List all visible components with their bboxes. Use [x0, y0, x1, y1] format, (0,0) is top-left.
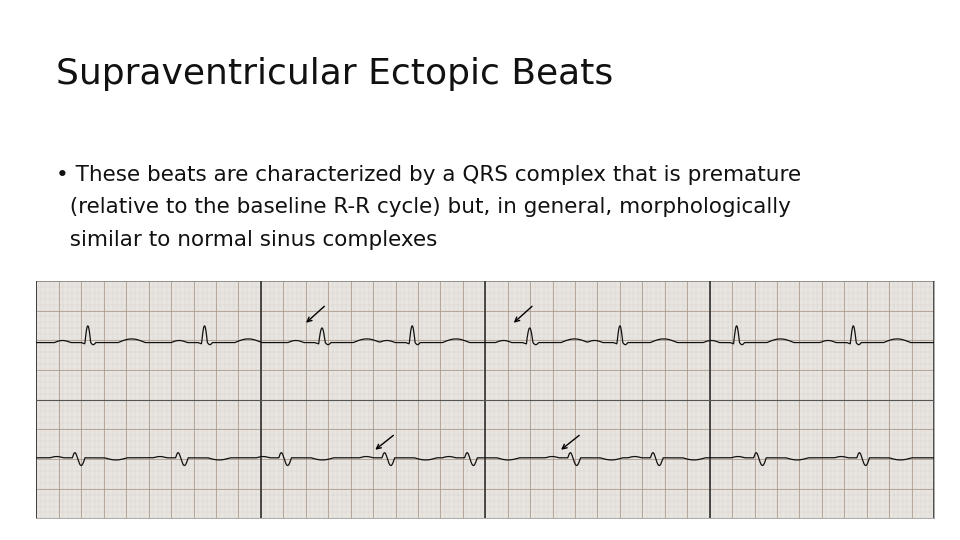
Text: Supraventricular Ectopic Beats: Supraventricular Ectopic Beats	[56, 57, 612, 91]
Text: • These beats are characterized by a QRS complex that is premature: • These beats are characterized by a QRS…	[56, 165, 801, 185]
Text: similar to normal sinus complexes: similar to normal sinus complexes	[56, 230, 437, 249]
Text: (relative to the baseline R-R cycle) but, in general, morphologically: (relative to the baseline R-R cycle) but…	[56, 197, 790, 217]
